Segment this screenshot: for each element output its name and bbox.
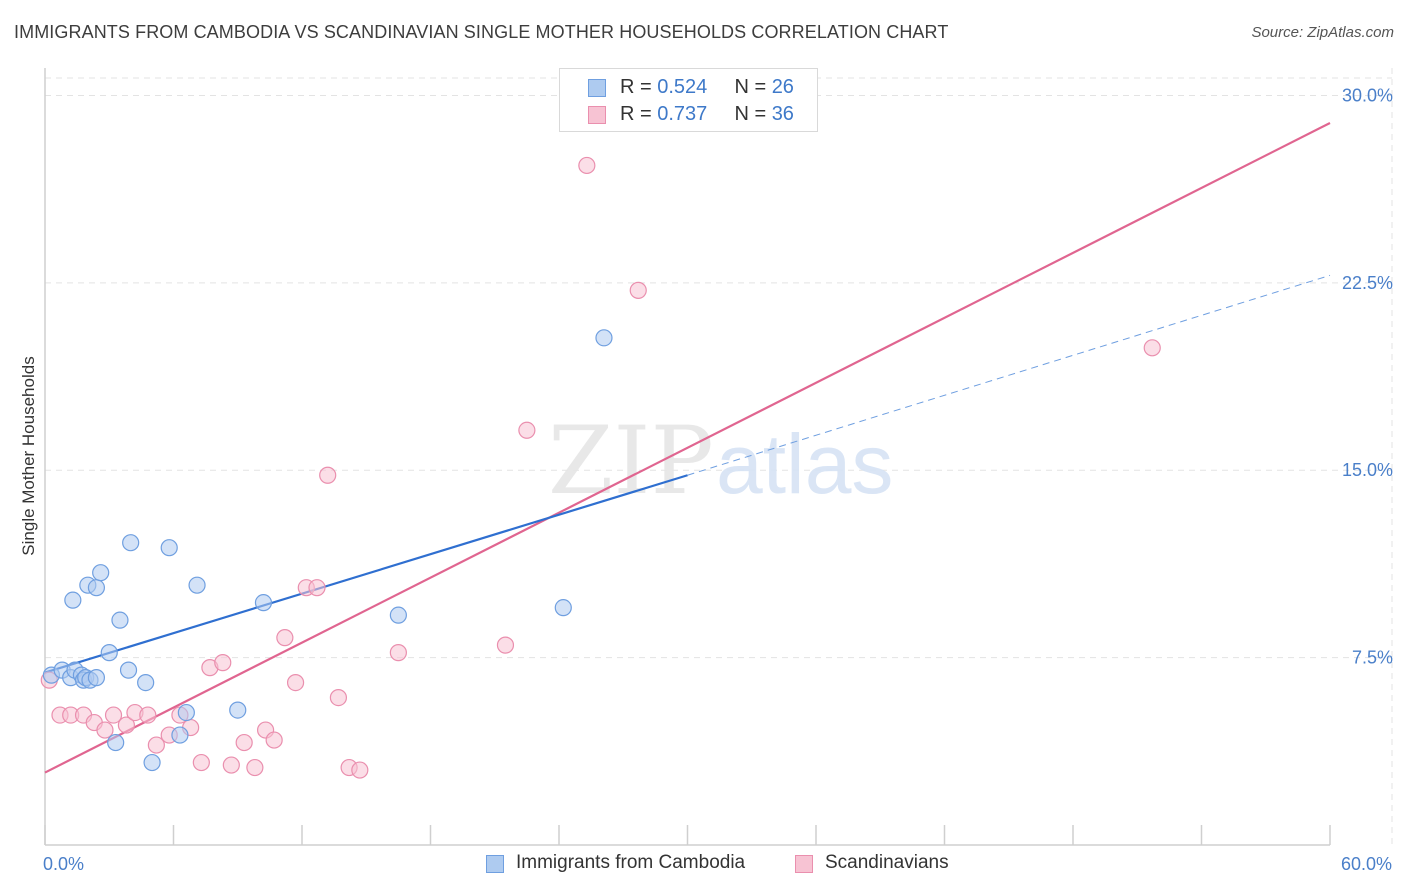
points-layer xyxy=(40,156,1161,779)
x-tick-label: 60.0% xyxy=(1341,854,1392,874)
point-scandinavians xyxy=(96,721,114,739)
point-scandinavians xyxy=(139,706,157,724)
point-cambodia xyxy=(137,674,155,692)
chart-title: IMMIGRANTS FROM CAMBODIA VS SCANDINAVIAN… xyxy=(14,22,949,42)
point-cambodia xyxy=(254,594,273,612)
legend-r-label: R = xyxy=(620,103,658,125)
point-cambodia xyxy=(87,669,106,687)
point-scandinavians xyxy=(319,466,337,484)
point-scandinavians xyxy=(214,654,232,672)
watermark: ZIP atlas xyxy=(548,407,893,516)
y-tick-label: 30.0% xyxy=(1342,85,1393,105)
point-scandinavians xyxy=(578,156,596,175)
point-scandinavians xyxy=(104,706,123,724)
point-cambodia xyxy=(389,606,407,624)
legend-r-label: R = xyxy=(620,76,658,98)
axis-layer xyxy=(44,68,1331,846)
point-cambodia xyxy=(122,534,140,552)
point-cambodia xyxy=(171,726,189,744)
grid-layer xyxy=(45,68,1393,845)
point-cambodia xyxy=(554,599,572,617)
legend-n-value: 26 xyxy=(771,76,794,98)
point-scandinavians xyxy=(1143,339,1161,357)
legend-swatch-pink xyxy=(795,855,813,873)
tick-label-layer: 7.5% 15.0% 22.5% 30.0% 0.0% 60.0% xyxy=(43,85,1393,874)
point-cambodia xyxy=(119,661,138,679)
point-cambodia xyxy=(595,329,613,347)
trend-extension-cambodia xyxy=(687,274,1331,476)
legend-swatch-blue xyxy=(588,79,606,97)
point-cambodia xyxy=(107,733,125,752)
trend-line-scandinavians xyxy=(44,121,1331,774)
point-scandinavians xyxy=(117,716,135,734)
y-axis-label: Single Mother Households xyxy=(19,356,38,555)
y-tick-label: 22.5% xyxy=(1342,273,1393,293)
point-scandinavians xyxy=(518,421,536,439)
point-cambodia xyxy=(111,611,129,629)
point-cambodia xyxy=(100,644,118,662)
point-cambodia xyxy=(64,591,82,609)
point-scandinavians xyxy=(235,733,253,752)
point-cambodia xyxy=(188,576,206,594)
y-tick-label: 7.5% xyxy=(1352,648,1393,668)
point-scandinavians xyxy=(496,636,515,654)
legend-r-value: 0.524 xyxy=(657,76,708,98)
point-scandinavians xyxy=(351,761,369,779)
point-scandinavians xyxy=(276,629,294,647)
point-scandinavians xyxy=(389,644,407,662)
legend-n-label: N = xyxy=(734,103,772,125)
point-cambodia xyxy=(143,753,161,772)
point-scandinavians xyxy=(246,758,264,777)
watermark-zip: ZIP xyxy=(548,407,714,516)
source-label: Source: ZipAtlas.com xyxy=(1251,24,1394,41)
point-cambodia xyxy=(160,539,178,557)
point-scandinavians xyxy=(192,753,210,772)
trend-layer xyxy=(44,121,1331,774)
legend-swatch-pink xyxy=(588,106,606,124)
watermark-atlas: atlas xyxy=(716,417,893,511)
stats-legend: R = 0.524 N = 26 R = 0.737 N = 36 xyxy=(559,68,818,132)
trend-line-cambodia xyxy=(44,474,688,674)
legend-swatch-blue xyxy=(486,855,504,873)
legend-label-scandinavians: Scandinavians xyxy=(825,852,949,873)
point-scandinavians xyxy=(222,756,240,774)
point-scandinavians xyxy=(629,281,647,299)
point-cambodia xyxy=(177,703,195,722)
point-cambodia xyxy=(92,564,110,582)
point-scandinavians xyxy=(329,688,348,707)
point-scandinavians xyxy=(265,731,283,749)
legend-n-label: N = xyxy=(734,76,772,98)
point-scandinavians xyxy=(147,736,165,754)
legend-r-value: 0.737 xyxy=(657,103,708,125)
x-tick-label: 0.0% xyxy=(43,854,84,874)
y-tick-label: 15.0% xyxy=(1342,460,1393,480)
point-cambodia xyxy=(229,701,247,719)
point-scandinavians xyxy=(286,674,305,692)
point-cambodia xyxy=(87,579,106,597)
point-scandinavians xyxy=(308,579,326,597)
legend-n-value: 36 xyxy=(771,103,794,125)
legend-label-cambodia: Immigrants from Cambodia xyxy=(516,852,746,873)
